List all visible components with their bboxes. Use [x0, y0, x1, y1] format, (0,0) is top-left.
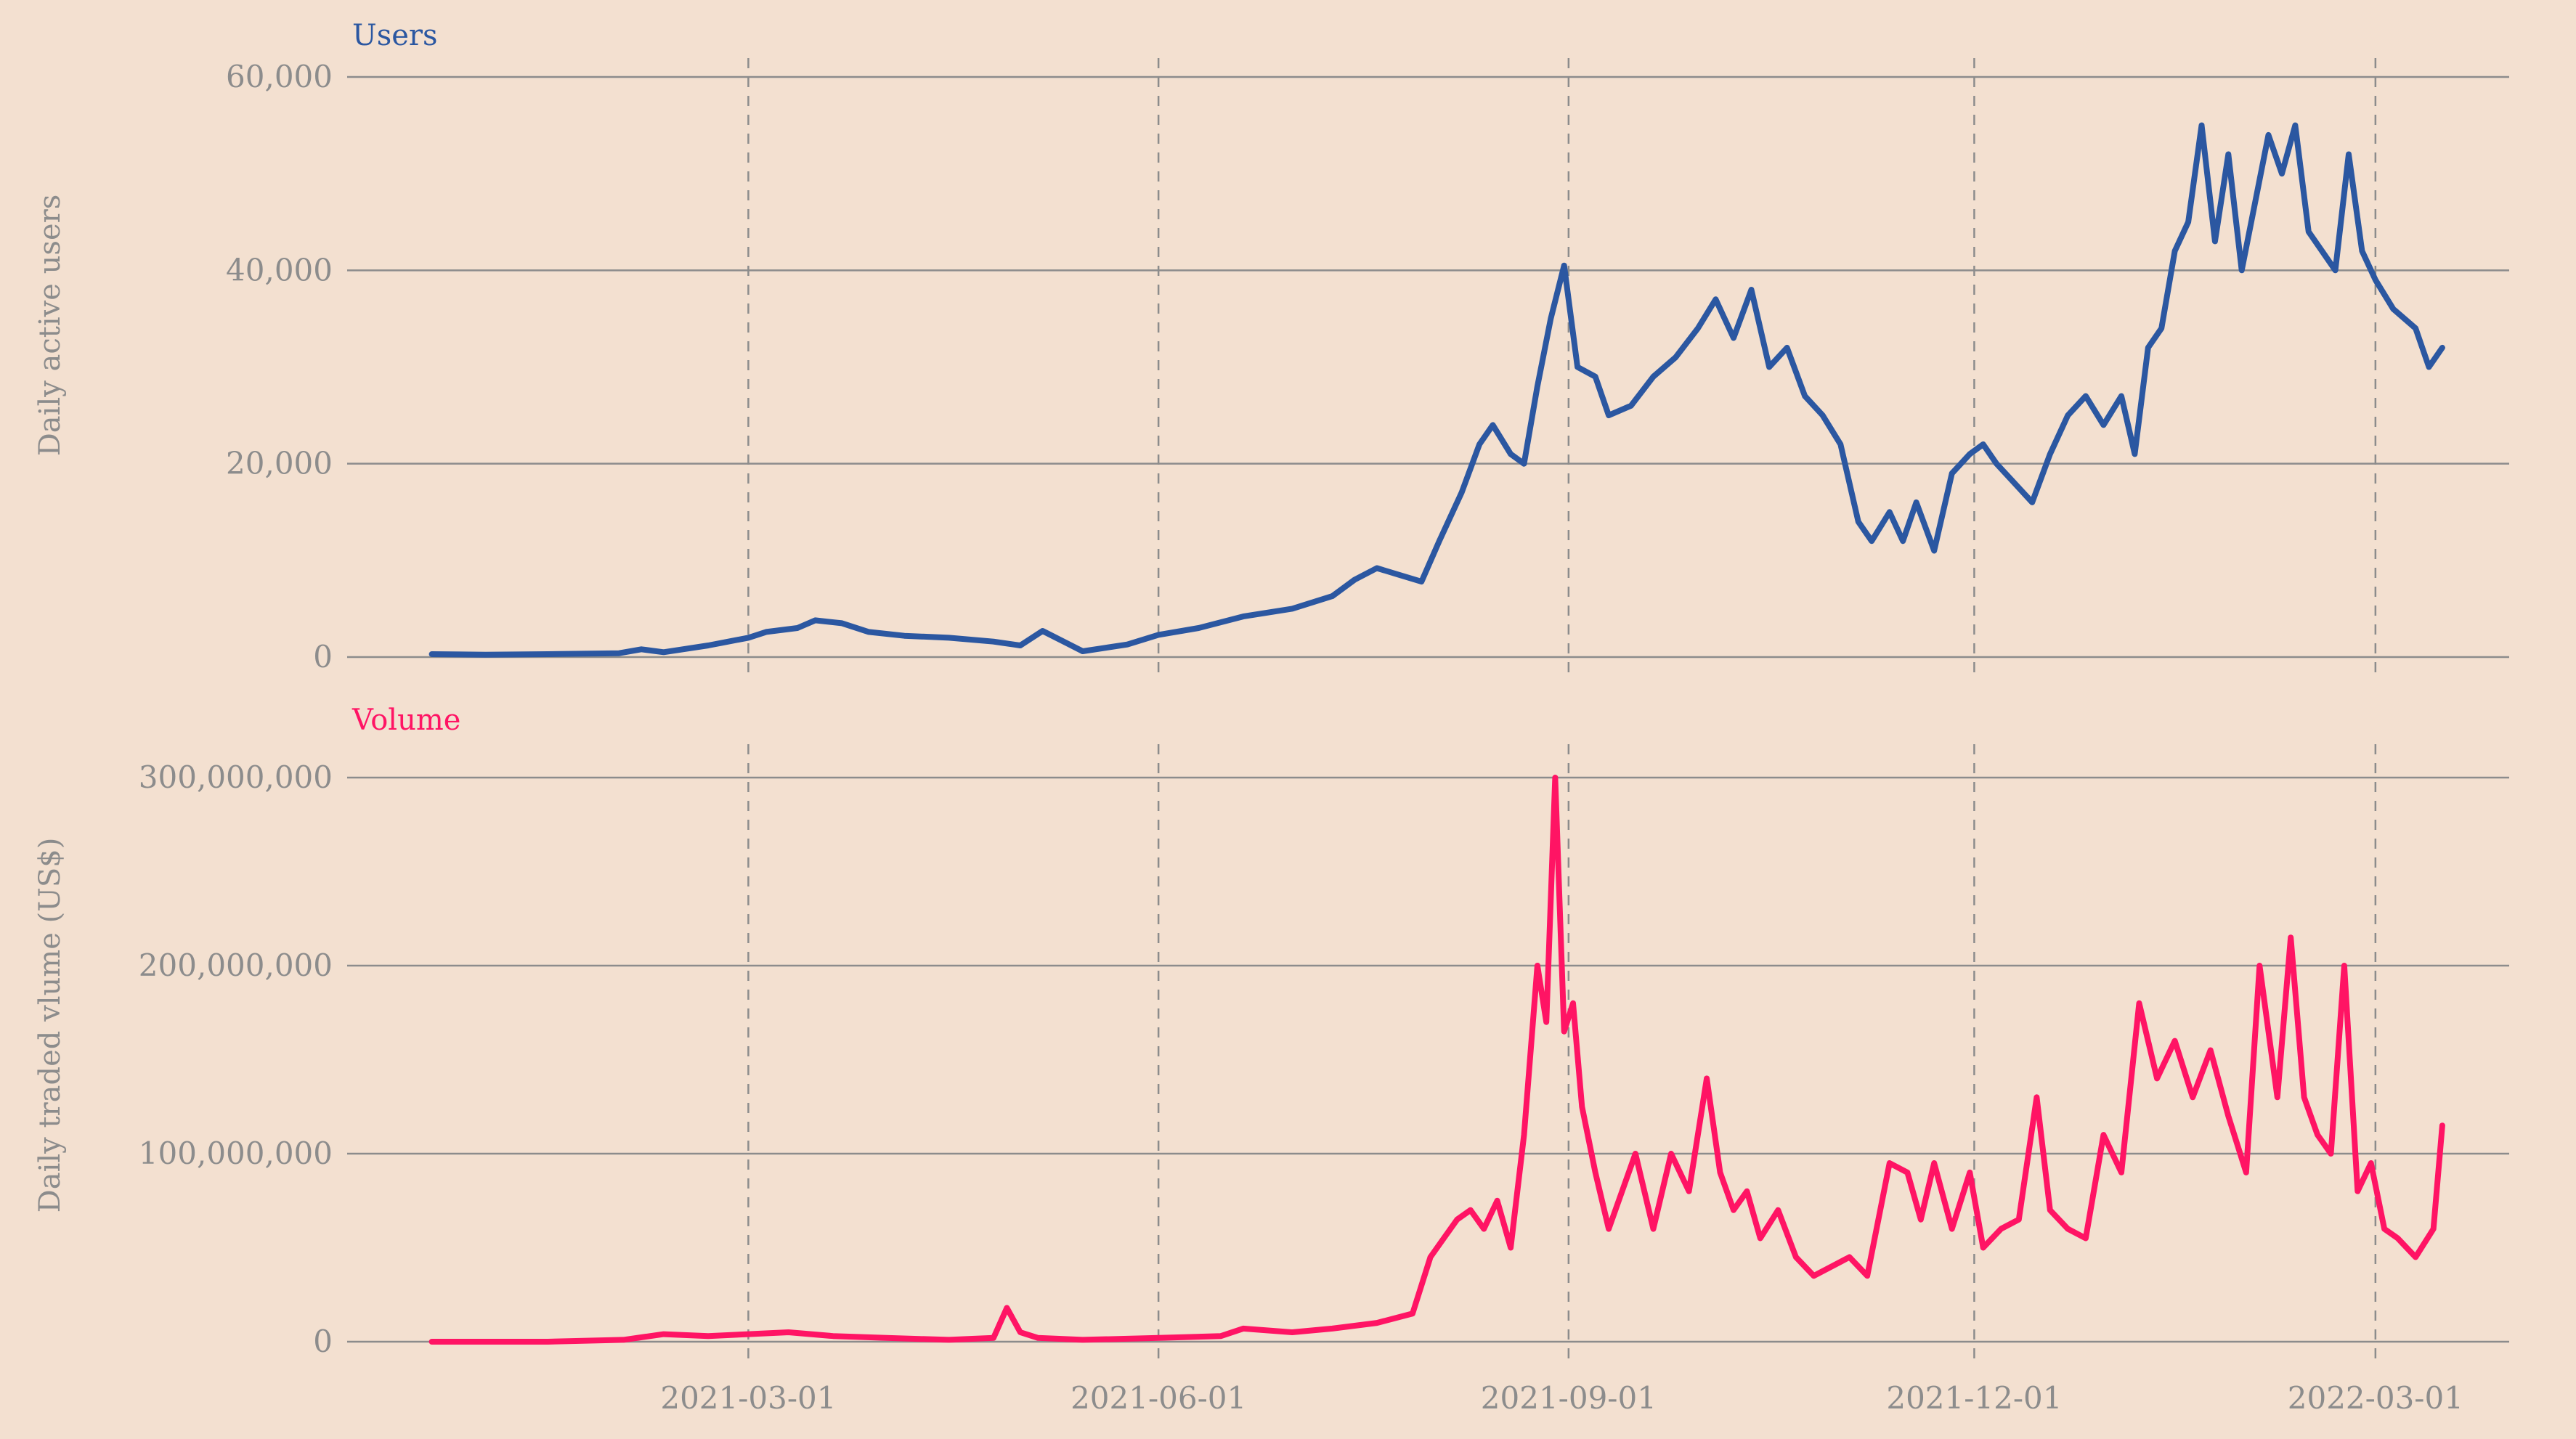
- x-tick-label: 2021-09-01: [1481, 1380, 1657, 1416]
- volume-y-axis-title: Daily traded vlume (US$): [33, 838, 67, 1213]
- volume-panel: Volume Daily traded vlume (US$) 0 100,000…: [33, 704, 2509, 1416]
- x-tick-label: 2022-03-01: [2288, 1380, 2463, 1416]
- x-tick-label: 2021-06-01: [1070, 1380, 1246, 1416]
- users-y-tick-label: 0: [313, 639, 333, 674]
- users-y-tick-label: 60,000: [226, 59, 333, 94]
- volume-panel-title: Volume: [352, 704, 460, 737]
- volume-y-tick-label: 100,000,000: [139, 1136, 333, 1171]
- volume-y-tick-label: 0: [313, 1324, 333, 1359]
- users-panel: Users Daily active users 0 20,000 40,000 60…: [33, 19, 2509, 679]
- x-tick-label: 2021-12-01: [1886, 1380, 2062, 1416]
- x-tick-label: 2021-03-01: [660, 1380, 836, 1416]
- users-panel-title: Users: [352, 19, 438, 52]
- users-y-axis-title: Daily active users: [33, 195, 67, 457]
- users-y-tick-label: 20,000: [226, 446, 333, 481]
- volume-series-line: [428, 775, 2445, 1345]
- users-series-line: [428, 122, 2445, 658]
- volume-y-tick-label: 300,000,000: [139, 759, 333, 795]
- volume-y-tick-label: 200,000,000: [139, 947, 333, 983]
- users-y-tick-label: 40,000: [226, 252, 333, 288]
